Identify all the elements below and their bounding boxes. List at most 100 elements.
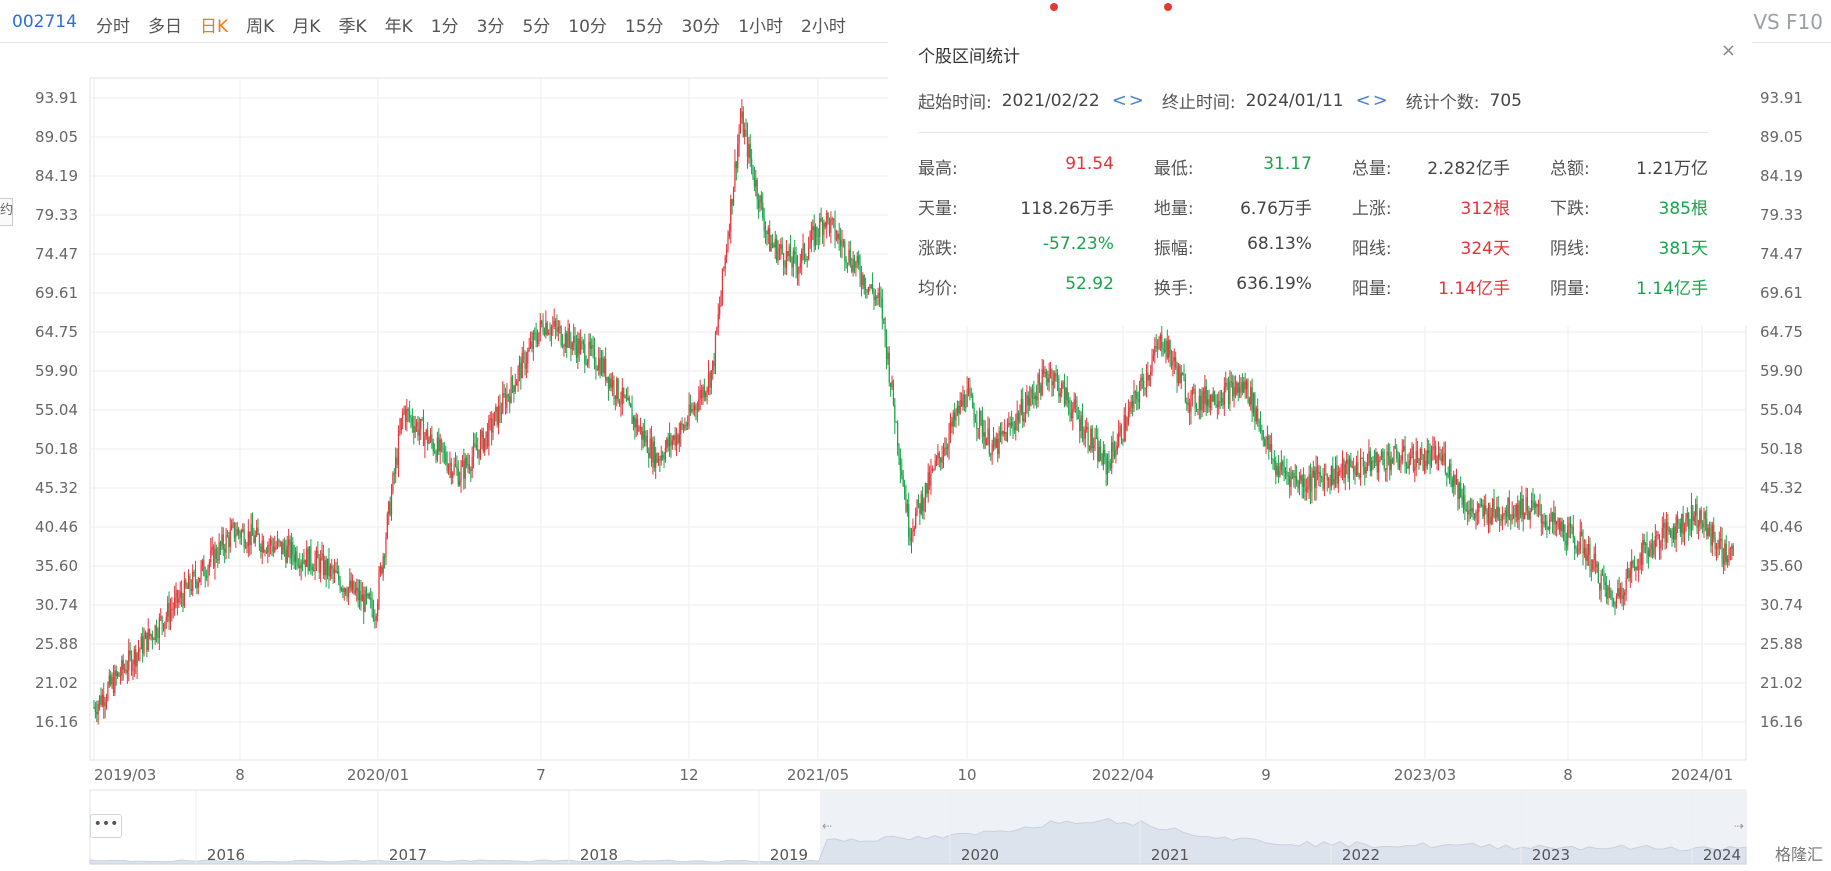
candle-body bbox=[1569, 523, 1572, 528]
candle-body bbox=[951, 421, 953, 427]
tab-11[interactable]: 15分 bbox=[624, 17, 664, 37]
left-collapse-handle[interactable]: 约 bbox=[0, 198, 13, 226]
marker-dot bbox=[1050, 3, 1058, 11]
candle-body bbox=[1607, 587, 1609, 599]
start-adjust-icon[interactable]: <> bbox=[1111, 90, 1146, 111]
tab-5[interactable]: 季K bbox=[338, 17, 367, 37]
more-options-button[interactable]: ••• bbox=[90, 814, 122, 838]
stat-item: 阳量: 1.14亿手 bbox=[1352, 274, 1510, 299]
candle-body bbox=[308, 546, 311, 572]
candle-body bbox=[397, 433, 400, 465]
close-icon[interactable]: × bbox=[1720, 40, 1736, 61]
tab-14[interactable]: 2小时 bbox=[801, 17, 846, 37]
candle-body bbox=[269, 539, 272, 545]
candle-body bbox=[685, 424, 687, 426]
candle-body bbox=[1713, 524, 1715, 538]
candle-body bbox=[1622, 595, 1624, 599]
candle-body bbox=[333, 569, 336, 574]
candle-body bbox=[194, 572, 197, 582]
candle-body bbox=[1628, 568, 1630, 578]
candle-body bbox=[1465, 509, 1467, 511]
candle-body bbox=[1112, 442, 1114, 451]
candle-body bbox=[218, 542, 220, 561]
tab-10[interactable]: 10分 bbox=[568, 17, 607, 37]
candle-body bbox=[342, 588, 344, 592]
candle-body bbox=[767, 228, 769, 234]
candle-body bbox=[1066, 388, 1068, 400]
f10-button[interactable]: VS F10 bbox=[1753, 10, 1823, 34]
candle-body bbox=[827, 213, 829, 219]
candle-body bbox=[204, 575, 206, 577]
candle-body bbox=[1436, 460, 1438, 464]
candle-body bbox=[567, 328, 569, 348]
candle-body bbox=[374, 619, 376, 621]
candle-body bbox=[1578, 550, 1580, 553]
candle-body bbox=[796, 266, 799, 275]
end-adjust-icon[interactable]: <> bbox=[1355, 90, 1390, 111]
candle-body bbox=[489, 418, 491, 420]
candle-body bbox=[778, 248, 781, 251]
candle-body bbox=[1624, 592, 1626, 596]
candle-body bbox=[890, 382, 892, 387]
y-tick-label-left: 64.75 bbox=[35, 323, 78, 341]
candle-body bbox=[1072, 408, 1074, 419]
tab-13[interactable]: 1小时 bbox=[738, 17, 784, 37]
candle-body bbox=[518, 362, 521, 369]
candle-body bbox=[1194, 389, 1196, 408]
tab-7[interactable]: 1分 bbox=[430, 17, 459, 37]
candle-body bbox=[477, 449, 479, 451]
candle-body bbox=[1243, 381, 1245, 393]
start-value[interactable]: 2021/02/22 bbox=[1001, 90, 1100, 111]
candle-body bbox=[479, 437, 482, 458]
candle-body bbox=[1714, 537, 1716, 550]
tab-3[interactable]: 周K bbox=[246, 17, 275, 37]
candle-body bbox=[1079, 418, 1081, 432]
candle-body bbox=[897, 422, 899, 447]
candle-body bbox=[1001, 431, 1003, 436]
end-value[interactable]: 2024/01/11 bbox=[1245, 90, 1344, 111]
tab-9[interactable]: 5分 bbox=[522, 17, 551, 37]
candle-body bbox=[449, 463, 451, 466]
candle-body bbox=[509, 396, 511, 403]
candle-body bbox=[1098, 446, 1100, 462]
candle-body bbox=[258, 534, 261, 547]
candle-body bbox=[1672, 526, 1675, 540]
tab-0[interactable]: 分时 bbox=[96, 17, 130, 37]
candle-body bbox=[1312, 470, 1314, 477]
candle-body bbox=[1302, 478, 1305, 487]
stat-item: 下跌: 385根 bbox=[1550, 194, 1708, 219]
candle-body bbox=[192, 571, 194, 592]
candle-body bbox=[748, 143, 750, 158]
candle-body bbox=[98, 696, 101, 705]
candle-body bbox=[1168, 340, 1170, 358]
tab-6[interactable]: 年K bbox=[384, 17, 413, 37]
stock-code[interactable]: 002714 bbox=[12, 12, 77, 32]
stat-value: -57.23% bbox=[1042, 233, 1114, 254]
candle-body bbox=[454, 464, 457, 467]
candle-body bbox=[1608, 587, 1611, 591]
candle-body bbox=[1038, 374, 1041, 385]
candle-body bbox=[1519, 501, 1522, 516]
candle-body bbox=[869, 287, 871, 289]
candle-body bbox=[1271, 443, 1273, 460]
tab-12[interactable]: 30分 bbox=[681, 17, 721, 37]
tab-2[interactable]: 日K bbox=[200, 17, 229, 37]
candle-body bbox=[1276, 466, 1278, 475]
x-tick-label: 2020/01 bbox=[347, 766, 409, 784]
navigator-handle-right[interactable]: ⇢ bbox=[1734, 819, 1744, 833]
candle-body bbox=[153, 639, 155, 641]
candle-body bbox=[620, 403, 622, 405]
candle-body bbox=[1589, 543, 1591, 570]
candle-body bbox=[1682, 514, 1684, 535]
candle-body bbox=[128, 650, 130, 671]
tab-4[interactable]: 月K bbox=[292, 17, 321, 37]
tab-8[interactable]: 3分 bbox=[476, 17, 505, 37]
y-tick-label-right: 64.75 bbox=[1760, 323, 1803, 341]
tab-1[interactable]: 多日 bbox=[148, 17, 182, 37]
candle-body bbox=[947, 447, 949, 449]
candle-body bbox=[735, 161, 737, 169]
candle-body bbox=[381, 566, 383, 574]
stat-value: 2.282亿手 bbox=[1427, 158, 1510, 179]
navigator-handle-left[interactable]: ⇠ bbox=[822, 819, 832, 833]
